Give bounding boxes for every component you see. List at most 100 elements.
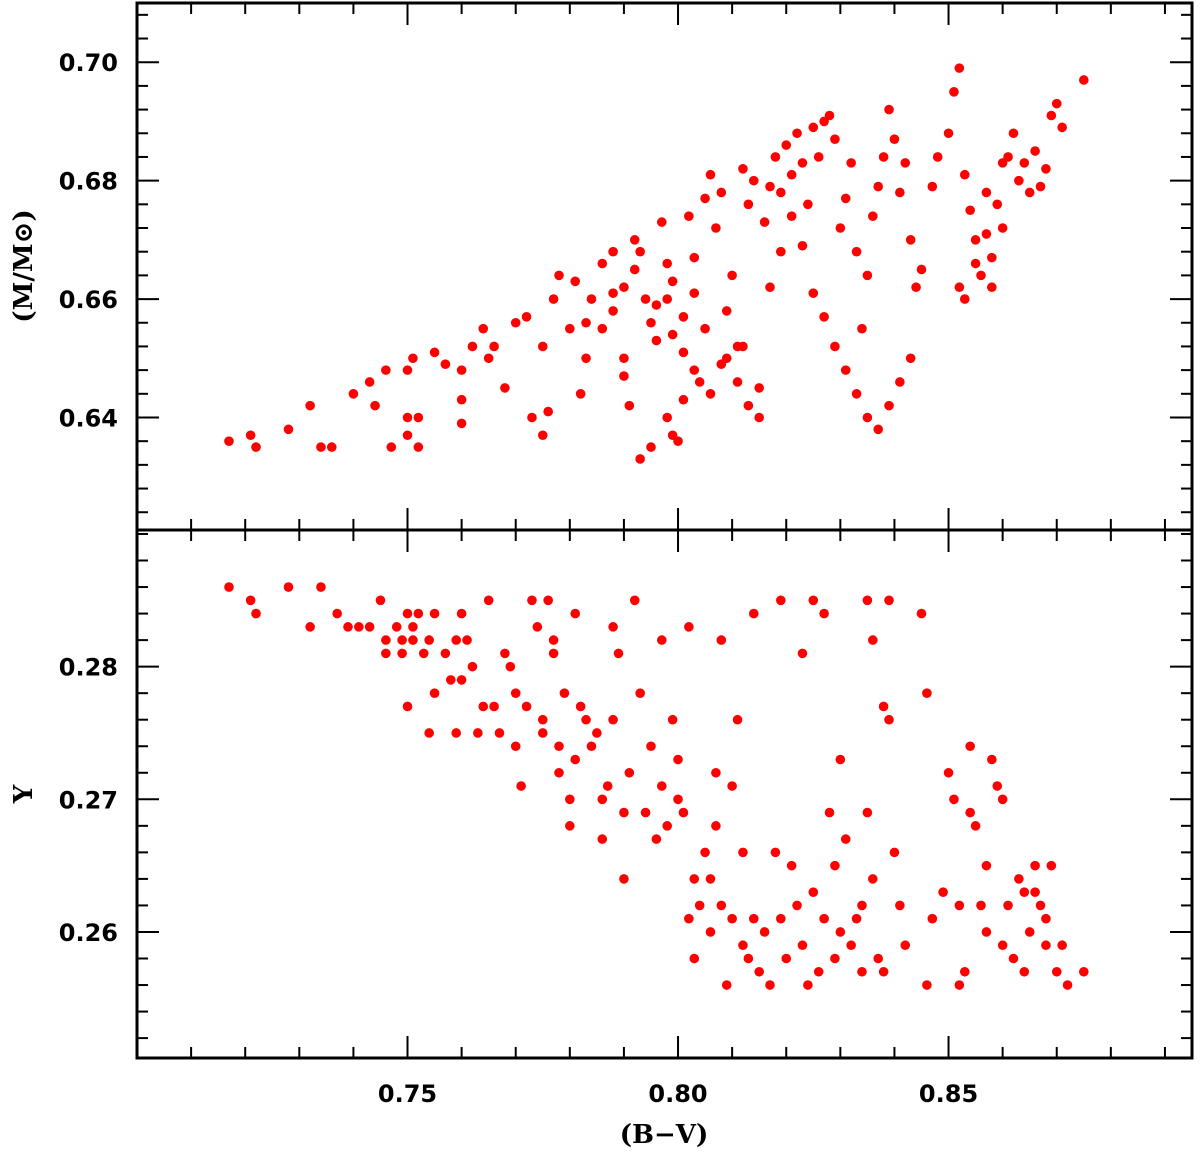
mass-data-point — [245, 430, 256, 441]
helium-data-point — [429, 688, 440, 698]
helium-data-point — [819, 608, 829, 619]
helium-data-point — [900, 940, 911, 951]
mass-data-point — [954, 63, 965, 73]
helium-data-point — [857, 900, 867, 911]
helium-data-point — [316, 582, 326, 592]
helium-data-point — [1046, 860, 1057, 871]
helium-data-point — [884, 714, 894, 725]
helium-data-point — [959, 966, 970, 977]
mass-data-point — [608, 246, 618, 257]
mass-data-point — [846, 158, 856, 168]
mass-data-point — [770, 152, 781, 162]
helium-data-point — [884, 595, 894, 606]
helium-data-point — [656, 781, 667, 791]
mass-data-point — [997, 223, 1008, 233]
helium-data-point — [673, 754, 683, 765]
mass-data-point — [727, 270, 737, 281]
mass-data-point — [413, 412, 424, 423]
helium-data-point — [640, 807, 651, 818]
mass-data-point — [987, 252, 997, 263]
helium-data-point — [451, 728, 462, 738]
helium-data-point — [1078, 966, 1089, 977]
x-tick-label: 0.80 — [648, 1080, 707, 1108]
mass-data-point — [721, 306, 732, 316]
helium-data-point — [954, 980, 965, 990]
helium-data-point — [981, 860, 992, 871]
helium-data-point — [830, 953, 840, 964]
mass-data-point — [1024, 187, 1035, 198]
helium-data-point — [889, 847, 900, 858]
helium-data-point — [462, 635, 472, 645]
mass-data-point — [976, 270, 986, 281]
helium-data-point — [770, 847, 781, 858]
helium-data-point — [402, 701, 413, 712]
helium-data-point — [570, 754, 581, 765]
helium-data-point — [867, 874, 878, 884]
helium-data-point — [391, 622, 402, 632]
mass-data-point — [840, 193, 851, 204]
helium-data-point — [916, 608, 927, 619]
helium-data-point — [1062, 980, 1073, 990]
mass-data-point — [884, 104, 894, 115]
helium-data-point — [245, 595, 256, 606]
mass-data-point — [786, 169, 797, 180]
mass-data-point — [711, 223, 721, 233]
mass-data-point — [667, 430, 678, 441]
mass-data-point — [970, 258, 981, 269]
mass-data-point — [884, 400, 894, 411]
mass-data-point — [878, 152, 889, 162]
mass-data-point — [851, 246, 862, 257]
mass-data-point — [689, 252, 700, 263]
mass-data-point — [510, 317, 521, 328]
mass-data-point — [316, 442, 326, 452]
x-tick-label: 0.85 — [919, 1080, 978, 1108]
mass-data-point — [765, 181, 775, 192]
helium-data-point — [878, 966, 889, 977]
mass-data-point — [402, 365, 413, 375]
mass-data-point — [965, 205, 975, 216]
mass-data-point — [759, 217, 770, 227]
mass-data-point — [851, 389, 862, 399]
mass-data-point — [738, 163, 748, 174]
helium-data-point — [965, 741, 975, 752]
mass-data-point — [830, 341, 840, 352]
x-tick-labels: 0.75 0.80 0.85 — [378, 1080, 978, 1108]
mass-data-point — [381, 365, 391, 375]
helium-data-point — [494, 728, 505, 738]
mass-data-point — [905, 353, 916, 364]
helium-data-point — [743, 953, 754, 964]
mass-data-point — [370, 400, 380, 411]
helium-data-point — [862, 807, 873, 818]
helium-data-point — [748, 608, 759, 619]
mass-data-point — [635, 246, 645, 257]
helium-data-point — [424, 635, 434, 645]
mass-data-point — [640, 294, 651, 304]
helium-data-point — [776, 595, 786, 606]
helium-data-point — [424, 728, 434, 738]
helium-data-point — [375, 595, 386, 606]
helium-data-point — [451, 635, 462, 645]
helium-data-point — [922, 688, 932, 698]
helium-data-point — [797, 648, 808, 659]
helium-data-point — [440, 648, 451, 659]
mass-data-point — [786, 211, 797, 221]
top-panel-points — [224, 63, 1089, 464]
helium-data-point — [629, 595, 640, 606]
mass-data-point — [721, 353, 732, 364]
helium-data-point — [792, 900, 802, 911]
x-axis-label: (B−V) — [620, 1120, 709, 1150]
mass-data-point — [575, 389, 586, 399]
helium-data-point — [559, 688, 570, 698]
helium-data-point — [997, 794, 1008, 805]
helium-data-point — [727, 781, 737, 791]
mass-data-point — [408, 353, 418, 364]
helium-data-point — [857, 966, 867, 977]
mass-data-point — [949, 87, 959, 97]
helium-data-point — [397, 635, 407, 645]
y-tick-label: 0.66 — [59, 286, 118, 314]
mass-data-point — [700, 193, 710, 204]
helium-data-point — [689, 874, 700, 884]
bottom-panel-points — [224, 582, 1089, 990]
mass-data-point — [283, 424, 294, 435]
helium-data-point — [927, 913, 938, 924]
